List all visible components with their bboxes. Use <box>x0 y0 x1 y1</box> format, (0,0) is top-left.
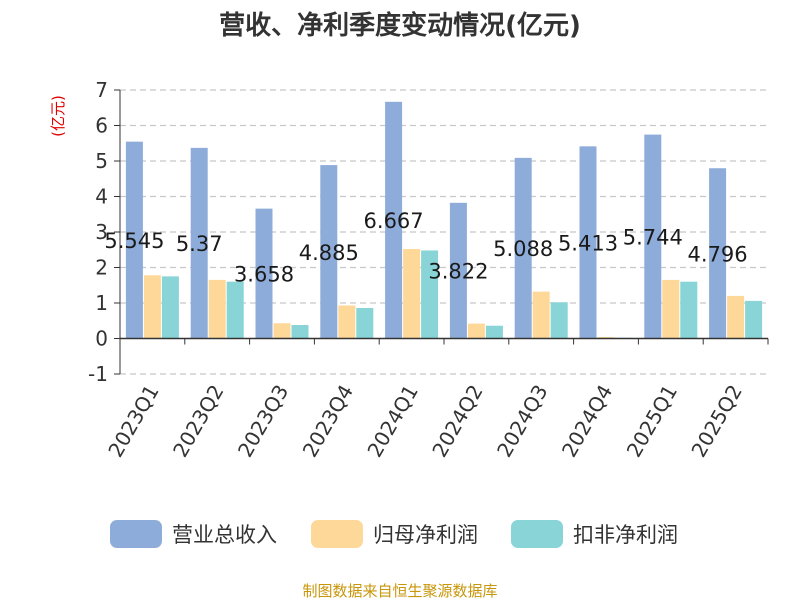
legend-swatch <box>511 520 563 548</box>
legend-label: 扣非净利润 <box>573 523 678 547</box>
data-label: 5.37 <box>176 232 223 256</box>
bar-3-2023Q4 <box>356 307 374 339</box>
x-tick-label: 2025Q1 <box>622 381 682 462</box>
y-tick-label: 2 <box>95 256 108 280</box>
data-label: 4.796 <box>688 242 748 266</box>
bar-1-2024Q2 <box>449 202 467 339</box>
bar-3-2025Q2 <box>745 300 763 339</box>
data-label: 4.885 <box>299 241 359 265</box>
bar-2-2023Q4 <box>338 305 356 339</box>
x-axis <box>119 337 769 345</box>
bar-3-2023Q2 <box>226 281 244 339</box>
bar-1-2025Q2 <box>709 168 727 339</box>
x-tick-label: 2023Q1 <box>103 381 163 462</box>
y-tick-label: -1 <box>88 362 108 386</box>
bar-1-2023Q2 <box>190 147 208 339</box>
bars <box>125 101 763 339</box>
bar-1-2024Q3 <box>514 157 532 339</box>
data-label: 5.545 <box>104 229 164 253</box>
legend-swatch <box>311 520 363 548</box>
bar-1-2024Q4 <box>579 146 597 339</box>
bar-2-2023Q3 <box>273 323 291 339</box>
bar-2-2023Q1 <box>143 275 161 339</box>
x-axis-ticks: 2023Q1 2023Q2 2023Q3 2023Q4 2024Q1 2024Q2 2024… <box>103 381 747 462</box>
bar-1-2023Q1 <box>125 141 143 339</box>
bar-1-2024Q1 <box>385 101 403 339</box>
x-tick-label: 2024Q4 <box>557 381 617 462</box>
legend-swatch <box>110 520 162 548</box>
legend-item[interactable]: 归母净利润 <box>311 520 478 548</box>
data-label: 5.088 <box>493 237 553 261</box>
bar-2-2024Q3 <box>532 291 550 339</box>
x-tick-label: 2025Q2 <box>686 381 746 462</box>
legend-item[interactable]: 营业总收入 <box>110 520 277 548</box>
bar-3-2024Q3 <box>550 302 568 339</box>
bar-3-2025Q1 <box>680 281 698 339</box>
bar-2-2025Q1 <box>662 279 680 339</box>
x-tick-label: 2024Q3 <box>492 381 552 462</box>
legend-item[interactable]: 扣非净利润 <box>511 520 678 548</box>
bar-3-2024Q2 <box>485 325 503 339</box>
y-tick-label: 7 <box>95 78 108 102</box>
bar-1-2025Q1 <box>644 134 662 339</box>
y-axis-ticks: -1 0 1 2 3 4 5 6 7 <box>88 78 121 386</box>
chart-title: 营收、净利季度变动情况(亿元) <box>219 10 581 41</box>
data-label: 5.744 <box>623 226 683 250</box>
x-tick-label: 2023Q4 <box>298 381 358 462</box>
y-tick-label: 3 <box>95 220 108 244</box>
bar-2-2023Q2 <box>208 279 226 339</box>
bar-1-2023Q3 <box>255 208 273 339</box>
x-tick-label: 2023Q3 <box>233 381 293 462</box>
source-note: 制图数据来自恒生聚源数据库 <box>302 582 497 600</box>
x-tick-label: 2024Q1 <box>362 381 422 462</box>
y-tick-label: 0 <box>95 327 108 351</box>
x-tick-label: 2023Q2 <box>168 381 228 462</box>
bar-1-2023Q4 <box>320 165 338 339</box>
x-tick-label: 2024Q2 <box>427 381 487 462</box>
y-axis-label: (亿元) <box>49 95 67 137</box>
y-tick-label: 6 <box>95 114 108 138</box>
bar-3-2023Q3 <box>291 325 309 339</box>
legend[interactable]: 营业总收入 归母净利润 扣非净利润 <box>110 520 678 548</box>
legend-label: 归母净利润 <box>373 523 478 547</box>
bar-2-2025Q2 <box>727 295 745 339</box>
data-label: 5.413 <box>558 231 618 255</box>
y-tick-label: 5 <box>95 149 108 173</box>
bar-2-2024Q1 <box>403 249 421 339</box>
y-tick-label: 1 <box>95 291 108 315</box>
bar-3-2024Q1 <box>421 250 439 339</box>
data-label: 6.667 <box>364 209 424 233</box>
legend-label: 营业总收入 <box>172 523 277 547</box>
data-label: 3.822 <box>428 260 488 284</box>
data-label: 3.658 <box>234 263 294 287</box>
bar-3-2023Q1 <box>161 276 179 339</box>
y-tick-label: 4 <box>95 185 108 209</box>
bar-2-2024Q2 <box>467 323 485 339</box>
